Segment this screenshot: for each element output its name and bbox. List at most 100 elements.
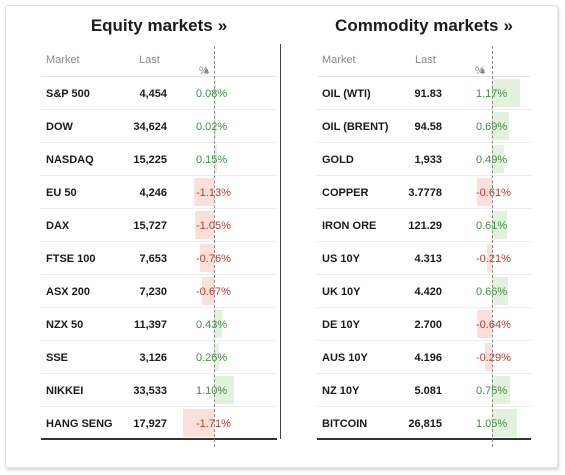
percent-change: 1.05% xyxy=(476,418,508,430)
percent-change: -0.67% xyxy=(196,286,231,298)
last-price: 4,246 xyxy=(139,187,167,199)
equity-markets-link[interactable]: Equity markets» xyxy=(41,6,277,42)
percent-change: 1.17% xyxy=(476,88,508,100)
table-row[interactable]: EU 50 4,246 -1.13% xyxy=(41,176,277,209)
percent-change: 0.75% xyxy=(476,385,508,397)
table-row[interactable]: DOW 34,624 0.02% xyxy=(41,110,277,143)
change-bar xyxy=(214,112,216,140)
market-name: AUS 10Y xyxy=(322,352,368,364)
table-row[interactable]: ASX 200 7,230 -0.67% xyxy=(41,275,277,308)
percent-change: -0.64% xyxy=(476,319,511,331)
change-bar xyxy=(201,277,214,305)
last-price: 7,653 xyxy=(139,253,167,265)
last-price: 5.081 xyxy=(414,385,442,397)
change-bar xyxy=(476,310,492,338)
last-price: 11,397 xyxy=(133,319,167,331)
change-bar xyxy=(492,112,509,140)
change-bar xyxy=(183,409,214,437)
last-price: 3.7778 xyxy=(408,187,442,199)
last-price: 3,126 xyxy=(139,352,167,364)
percent-change: -1.13% xyxy=(196,187,231,199)
commodity-header-market[interactable]: Market xyxy=(322,54,356,66)
markets-widget: Equity markets» Market Last % ▲ S&P 500 4,… xyxy=(5,5,558,468)
market-name: IRON ORE xyxy=(322,220,377,232)
market-name: NZX 50 xyxy=(46,319,84,331)
table-row[interactable]: UK 10Y 4.420 0.66% xyxy=(317,275,531,308)
last-price: 15,727 xyxy=(133,220,167,232)
percent-change: 0.66% xyxy=(476,286,508,298)
table-row[interactable]: COPPER 3.7778 -0.61% xyxy=(317,176,531,209)
table-row[interactable]: FTSE 100 7,653 -0.76% xyxy=(41,242,277,275)
market-name: US 10Y xyxy=(322,253,360,265)
change-bar xyxy=(214,145,217,173)
last-price: 26,815 xyxy=(408,418,442,430)
commodity-markets-link[interactable]: Commodity markets» xyxy=(317,6,531,42)
percent-change: 0.08% xyxy=(196,88,228,100)
table-row[interactable]: US 10Y 4.313 -0.21% xyxy=(317,242,531,275)
market-name: COPPER xyxy=(322,187,369,199)
commodity-title-arrow[interactable]: » xyxy=(503,16,513,35)
table-row[interactable]: S&P 500 4,454 0.08% xyxy=(41,77,277,110)
change-bar xyxy=(214,376,234,404)
change-bar xyxy=(214,79,216,107)
change-bar xyxy=(214,343,219,371)
table-row[interactable]: OIL (BRENT) 94.58 0.69% xyxy=(317,110,531,143)
table-row[interactable]: OIL (WTI) 91.83 1.17% xyxy=(317,77,531,110)
last-price: 34,624 xyxy=(133,121,167,133)
table-row[interactable]: NZ 10Y 5.081 0.75% xyxy=(317,374,531,407)
equity-header-market[interactable]: Market xyxy=(46,54,80,66)
percent-change: 0.49% xyxy=(476,154,508,166)
market-name: NZ 10Y xyxy=(322,385,360,397)
market-name: SSE xyxy=(46,352,69,364)
percent-change: 0.43% xyxy=(196,319,228,331)
percent-change: -0.21% xyxy=(476,253,511,265)
equity-title[interactable]: Equity markets xyxy=(90,16,213,35)
commodity-table-body: OIL (WTI) 91.83 1.17% OIL (BRENT) 94.58 0.69%… xyxy=(317,77,531,440)
change-bar xyxy=(492,277,508,305)
commodity-header-pct-label: % xyxy=(475,65,485,77)
triangle-up-icon: ▲ xyxy=(202,65,211,75)
market-name: FTSE 100 xyxy=(46,253,96,265)
market-name: DAX xyxy=(46,220,70,232)
equity-title-arrow[interactable]: » xyxy=(217,16,228,35)
last-price: 17,927 xyxy=(133,418,167,430)
last-price: 33,533 xyxy=(133,385,167,397)
last-price: 1,933 xyxy=(414,154,442,166)
commodity-header-last[interactable]: Last xyxy=(415,54,436,66)
last-price: 15,225 xyxy=(133,154,167,166)
last-price: 2.700 xyxy=(414,319,442,331)
percent-change: -0.29% xyxy=(476,352,511,364)
change-bar xyxy=(492,376,510,404)
change-bar xyxy=(477,178,492,206)
table-row[interactable]: DE 10Y 2.700 -0.64% xyxy=(317,308,531,341)
market-name: EU 50 xyxy=(46,187,77,199)
table-row[interactable]: NIKKEI 33,533 1.10% xyxy=(41,374,277,407)
zero-line xyxy=(492,46,493,447)
percent-change: -1.71% xyxy=(196,418,231,430)
table-row[interactable]: BITCOIN 26,815 1.05% xyxy=(317,407,531,440)
equity-table-header: Market Last % ▲ xyxy=(41,43,277,77)
table-row[interactable]: NZX 50 11,397 0.43% xyxy=(41,308,277,341)
change-bar xyxy=(195,211,214,239)
table-row[interactable]: NASDAQ 15,225 0.15% xyxy=(41,143,277,176)
table-row[interactable]: DAX 15,727 -1.05% xyxy=(41,209,277,242)
market-name: HANG SENG xyxy=(46,418,113,430)
table-row[interactable]: IRON ORE 121.29 0.61% xyxy=(317,209,531,242)
last-price: 4.313 xyxy=(414,253,442,265)
table-row[interactable]: AUS 10Y 4.196 -0.29% xyxy=(317,341,531,374)
percent-change: -1.05% xyxy=(196,220,231,232)
change-bar xyxy=(492,79,521,107)
table-row[interactable]: SSE 3,126 0.26% xyxy=(41,341,277,374)
market-name: NIKKEI xyxy=(46,385,84,397)
commodity-title[interactable]: Commodity markets xyxy=(335,16,499,35)
table-row[interactable]: GOLD 1,933 0.49% xyxy=(317,143,531,176)
equity-table-body: S&P 500 4,454 0.08% DOW 34,624 0.02% NASDAQ 15,… xyxy=(41,77,277,440)
market-name: GOLD xyxy=(322,154,354,166)
percent-change: -0.61% xyxy=(476,187,511,199)
change-bar xyxy=(492,145,504,173)
table-row[interactable]: HANG SENG 17,927 -1.71% xyxy=(41,407,277,440)
equity-header-last[interactable]: Last xyxy=(139,54,160,66)
market-name: UK 10Y xyxy=(322,286,361,298)
percent-change: 1.10% xyxy=(196,385,228,397)
commodity-table-header: Market Last % ▲ xyxy=(317,43,531,77)
